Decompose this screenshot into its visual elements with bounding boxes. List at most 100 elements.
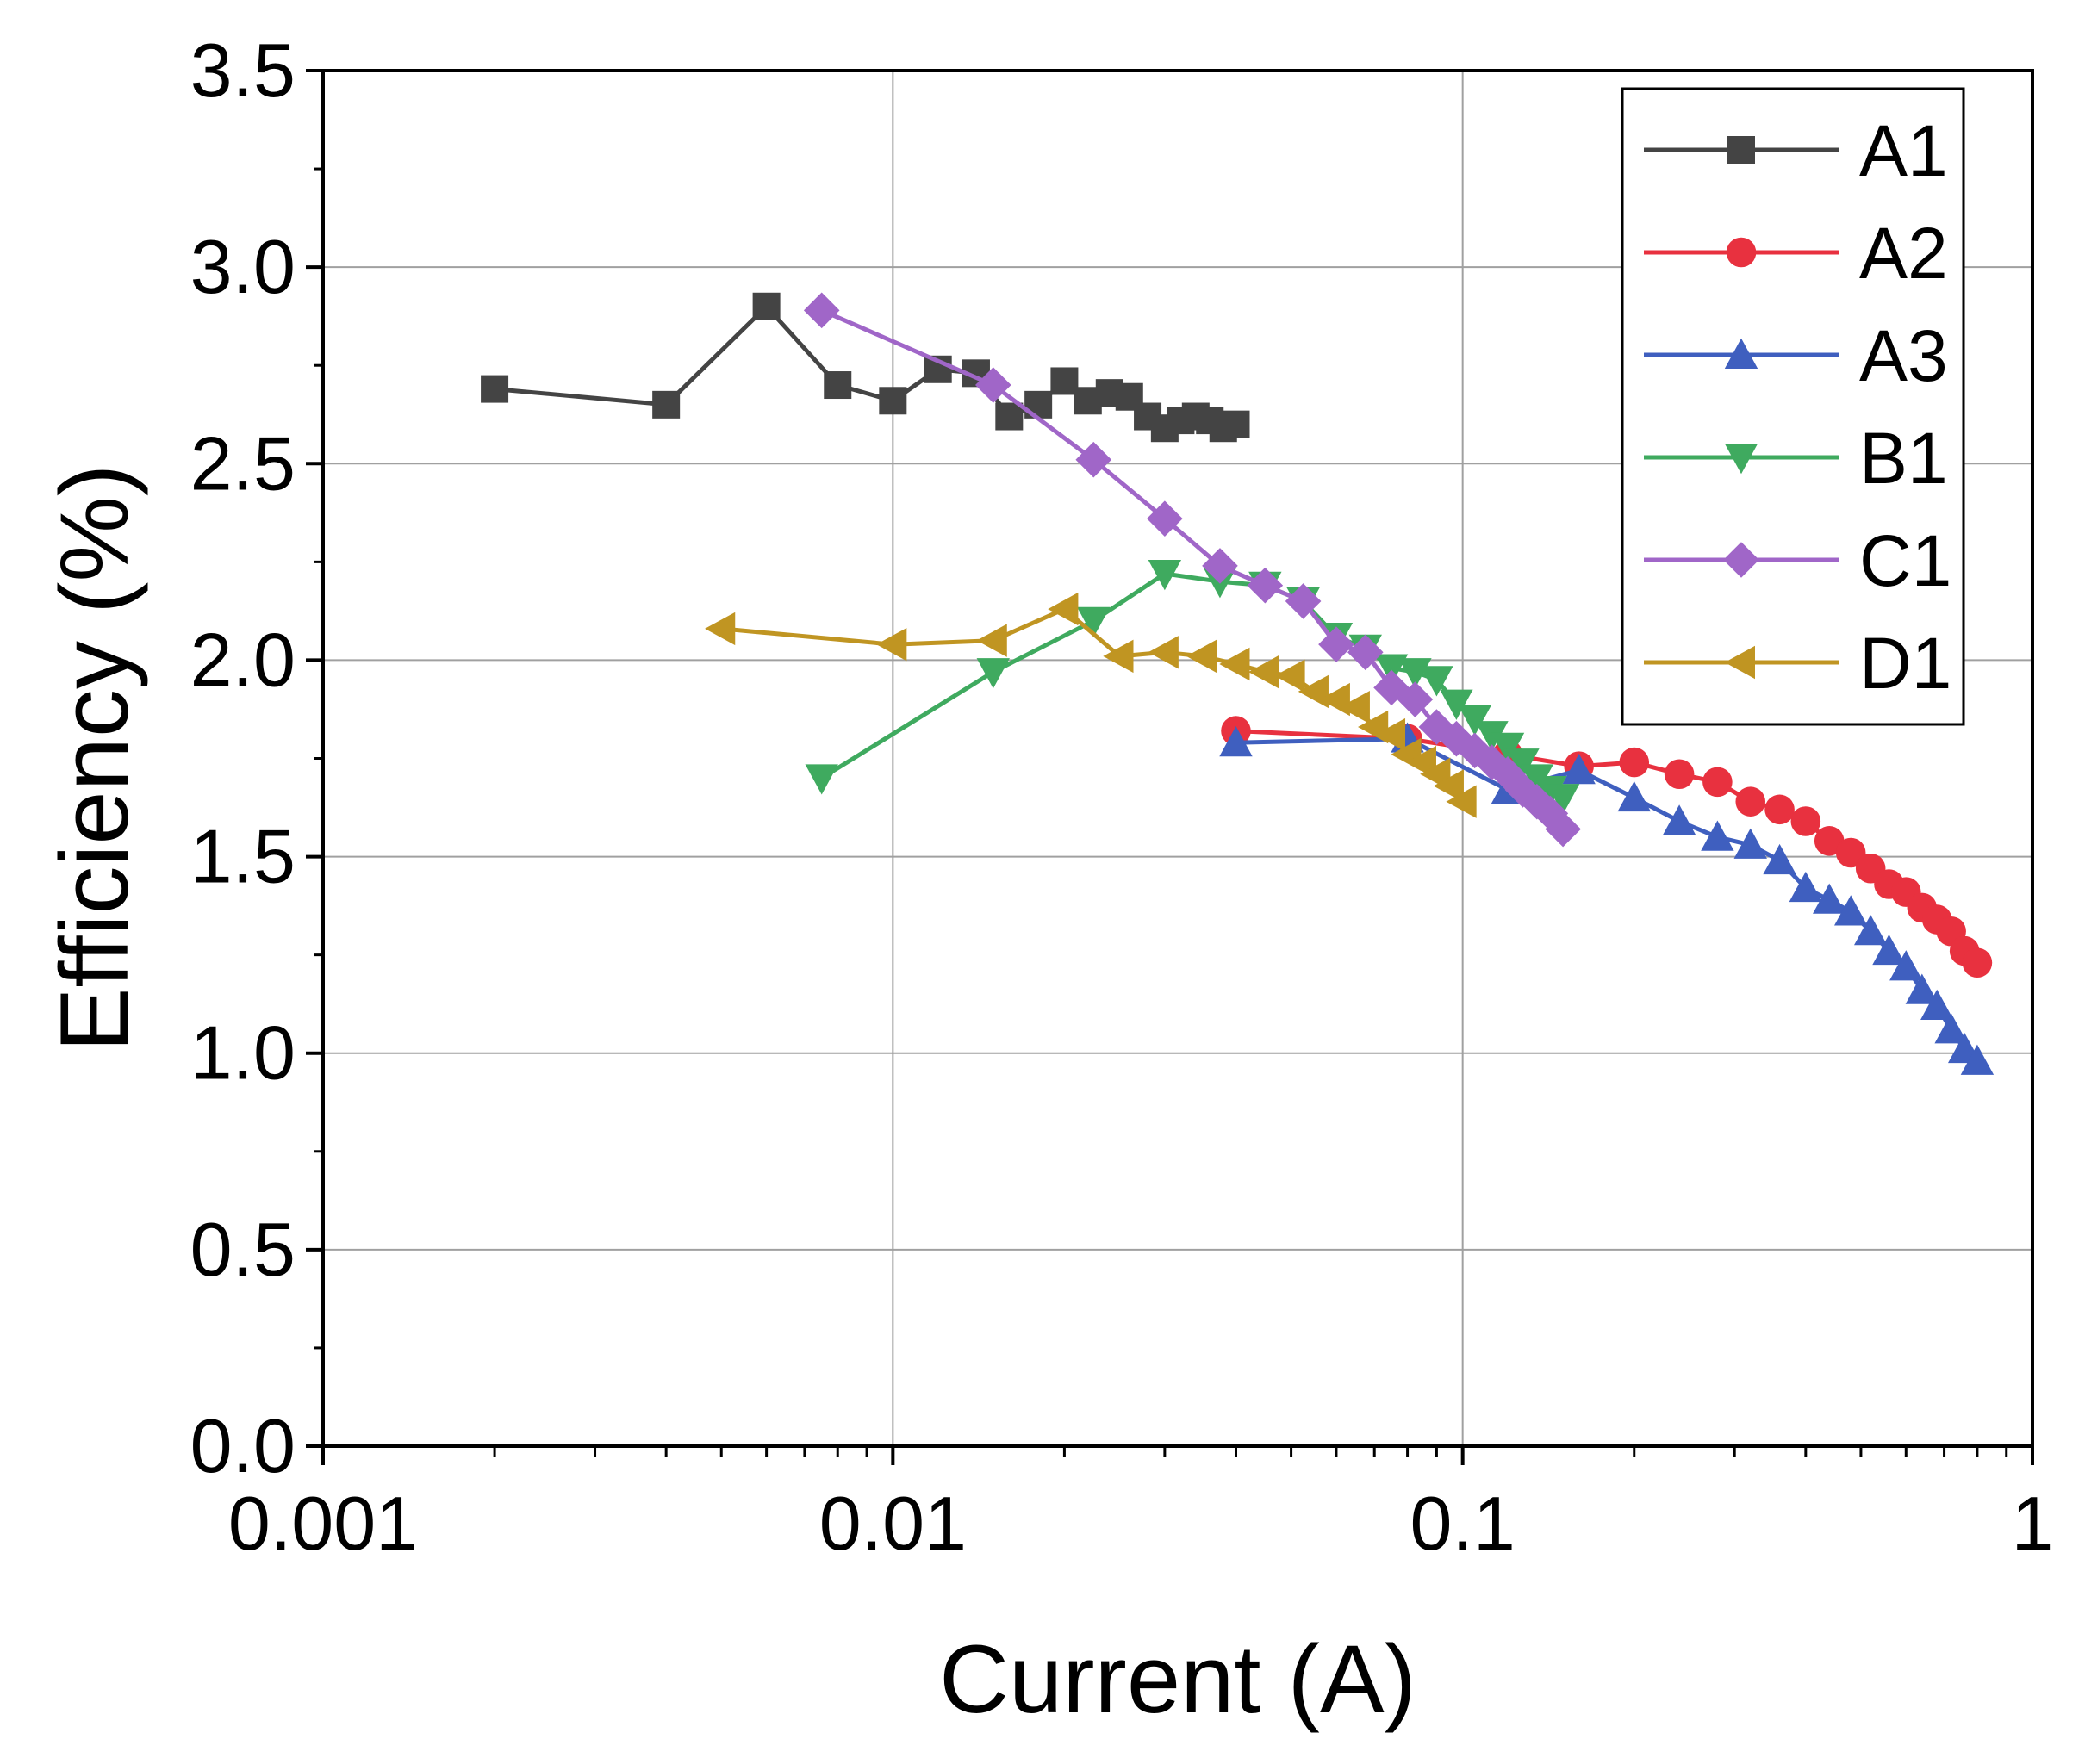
legend-label: A3 [1859,315,1948,396]
series-a3-point [1833,895,1868,926]
series-d1-point [1219,647,1250,681]
series-b1-point [1491,732,1525,764]
series-c1-point [1075,441,1112,478]
y-tick-label: 3.5 [190,28,296,113]
series-a3-point [1562,753,1596,785]
series-a3-point [1219,726,1253,757]
legend-item-a1: A1 [1644,110,1948,191]
series-b1-point [1398,658,1432,689]
series-b1-point [1458,705,1491,736]
series-a2-point [1764,794,1795,825]
series-c1-point [1397,681,1434,717]
series-d1-point [705,612,736,646]
series-b1-point [1077,606,1111,637]
series-d1-point [1048,592,1079,626]
legend-item-b1: B1 [1644,418,1948,499]
series-d1-point [976,624,1007,657]
legend-swatch-marker [1727,136,1755,164]
series-c1-point [1532,795,1569,832]
legend-label: A1 [1859,110,1948,191]
series-a3-point [1662,804,1696,835]
series-b1-point [1148,560,1182,591]
series-c1-point [1456,732,1493,769]
series-c1-point [803,292,840,329]
grid-lines [323,71,2032,1446]
series-group [481,292,1995,1075]
x-tick-label: 0.001 [228,1481,418,1566]
series-a3-point [1763,843,1796,875]
series-c1-point [1247,567,1284,604]
series-b1-point [1374,654,1409,685]
series-a3-point [1789,871,1823,903]
series-a2-point [1702,767,1733,798]
series-a1-point [481,375,509,403]
y-tick-label: 2.5 [190,420,296,506]
series-a2-point [1619,747,1650,778]
series-c1-point [1147,500,1183,537]
series-c1-point [1473,744,1510,780]
series-c1 [803,292,1581,848]
series-a1-point [1050,367,1079,395]
series-a2-point [1664,759,1695,790]
series-d1-point [1186,639,1217,674]
legend-item-c1: C1 [1644,520,1951,601]
series-d1-point [1374,717,1406,752]
series-a3-point [1920,989,1954,1020]
y-tick-label: 0.0 [190,1403,296,1488]
series-b1-point [976,658,1010,689]
series-c1-point [1318,626,1354,662]
series-c1-point [1545,811,1581,848]
series-c1-point [1202,548,1238,584]
series-b1-point [1546,784,1580,815]
series-d1-point [1248,655,1279,689]
y-tick-label: 3.0 [190,224,296,309]
series-a3-point [1872,934,1906,966]
series-c1-point [974,367,1011,403]
series-d1-point [1446,785,1477,818]
series-a3-point [1934,1013,1968,1044]
legend-swatch-marker [1726,237,1757,268]
legend-swatch-marker [1723,542,1759,578]
y-tick-label: 1.0 [190,1010,296,1096]
series-a3-point [1889,950,1923,981]
y-tick-label: 0.5 [190,1207,296,1292]
legend-label: C1 [1859,520,1951,601]
series-b1-point [1506,748,1540,780]
series-d1-point [1433,769,1464,803]
series-c1-point [1285,583,1322,619]
x-tick-label: 0.01 [819,1481,967,1566]
series-b1-point [1440,689,1473,720]
series-d1 [705,592,1477,818]
series-d1-point [1103,639,1134,674]
series-a1-point [1222,410,1250,438]
series-b1-point [1534,776,1567,807]
legend-swatch-marker [1724,444,1758,475]
legend-swatch-marker [1724,338,1758,369]
series-a3-point [1960,1044,1995,1075]
legend-item-a3: A3 [1644,315,1948,396]
series-a2-point [1962,947,1993,978]
series-a1-point [995,402,1024,431]
legend-item-d1: D1 [1644,623,1951,704]
legend-swatch-marker [1724,645,1755,680]
series-c1-point [1347,634,1384,671]
series-d1-point [1274,659,1305,693]
series-a3-point [1905,973,1939,1004]
series-a3-point [1617,780,1651,812]
series-a2-point [1735,786,1766,817]
series-d1-point [1339,690,1370,724]
legend: A1 A2 A3 B1 C1 D1 [1621,87,1965,726]
legend-label: B1 [1859,418,1948,499]
series-a1-point [752,292,781,320]
series-a1 [481,292,1250,443]
series-a1-point [824,371,852,400]
series-a3-point [1853,915,1888,946]
legend-box [1621,87,1965,726]
series-b1-point [1475,721,1509,752]
series-b1-point [1420,666,1453,697]
x-tick-label: 0.1 [1410,1481,1515,1566]
y-tick-label: 1.5 [190,814,296,899]
series-b1-point [805,764,838,795]
series-d1-point [876,627,907,662]
